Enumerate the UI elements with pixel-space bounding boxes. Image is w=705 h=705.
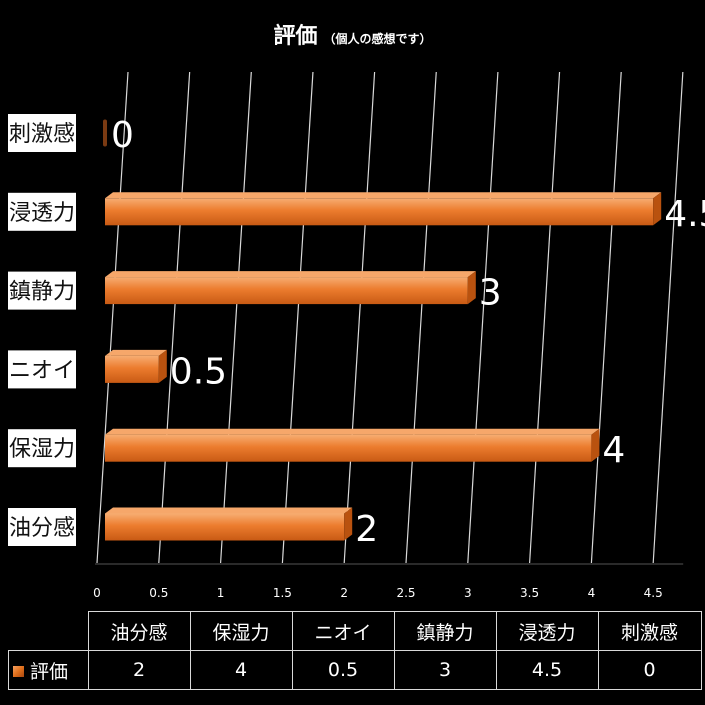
bar-top-face [105, 271, 476, 278]
bar-top-face [105, 428, 600, 435]
bar [103, 119, 107, 147]
category-label-text: 油分感 [9, 516, 75, 541]
data-table-value-cell: 4 [189, 650, 293, 690]
category-label: ニオイ [8, 350, 76, 389]
data-table-header-cell: 油分感 [87, 611, 191, 651]
legend-key-icon [13, 665, 24, 677]
gridline [281, 71, 314, 564]
series-name: 評価 [30, 660, 69, 683]
x-tick-label: 4.5 [644, 586, 663, 600]
category-label-text: 刺激感 [9, 122, 75, 147]
bar [105, 507, 353, 541]
category-label-box [8, 429, 76, 468]
gridline [220, 71, 252, 564]
gridline [158, 71, 191, 564]
x-tick-label: 0.5 [149, 586, 168, 600]
gridline [590, 71, 622, 564]
x-tick-label: 2.5 [396, 586, 415, 600]
x-tick-label: 2 [340, 586, 348, 600]
gridline [343, 71, 376, 564]
category-label-text: 浸透力 [9, 201, 75, 226]
gridline [529, 71, 561, 564]
data-label: 4 [602, 430, 625, 471]
data-table-header-cell: 保湿力 [189, 611, 293, 651]
category-label-box [8, 350, 76, 389]
data-label: 2 [355, 509, 378, 550]
data-table-header-cell: 浸透力 [495, 611, 599, 651]
data-table-value-cell: 2 [87, 650, 191, 690]
bar [105, 192, 662, 226]
x-tick-label: 4 [588, 586, 596, 600]
bar-body [105, 355, 159, 383]
grid-lines [95, 71, 684, 565]
bar-end-face [344, 507, 353, 541]
category-label: 刺激感 [8, 114, 76, 152]
gridline [96, 71, 129, 564]
bar [105, 271, 476, 305]
data-table-header-row: 油分感 保湿力 ニオイ 鎮静力 浸透力 刺激感 [8, 611, 702, 651]
bar-end-face [653, 192, 662, 226]
bar-body [105, 198, 654, 226]
x-tick-label: 0 [93, 586, 101, 600]
x-axis-ticks: 0 0.5 1 1.5 2 2.5 3 3.5 4 4.5 [93, 586, 663, 600]
bars [103, 119, 662, 541]
data-table-header-cell: 刺激感 [597, 611, 702, 651]
category-label: 鎮静力 [8, 271, 76, 310]
bar-body [105, 434, 592, 462]
category-label: 保湿力 [8, 429, 76, 468]
x-tick-label: 1 [217, 586, 225, 600]
category-label: 浸透力 [8, 192, 76, 231]
data-table-corner [8, 611, 89, 651]
data-table-header-cell: 鎮静力 [393, 611, 497, 651]
bar-body [105, 513, 345, 541]
data-table-value-cell: 3 [393, 650, 497, 690]
category-label-box [8, 192, 76, 231]
data-table-value-cell: 0 [597, 650, 702, 690]
x-tick-label: 3 [464, 586, 472, 600]
data-label: 3 [479, 273, 502, 314]
bar [105, 428, 600, 462]
data-label: 4.5 [664, 194, 705, 235]
chart-title: 評価 [273, 24, 318, 49]
gridline [467, 71, 499, 564]
data-label: 0 [111, 115, 134, 156]
bar-top-face [105, 507, 353, 514]
category-label-text: ニオイ [9, 358, 75, 383]
category-label: 油分感 [8, 508, 76, 546]
bar-top-face [105, 349, 167, 356]
bar-body [105, 277, 468, 305]
chart-title-block: 評価 （個人の感想です） [0, 18, 705, 50]
bar-body [103, 119, 107, 147]
category-label-box [8, 114, 76, 152]
bar-end-face [591, 428, 600, 462]
data-table-value-cell: 4.5 [495, 650, 599, 690]
x-tick-label: 1.5 [273, 586, 292, 600]
gridline [405, 71, 437, 564]
category-label-box [8, 508, 76, 546]
data-label: 0.5 [170, 351, 227, 392]
bar-end-face [467, 271, 476, 305]
data-table-value-cell: 0.5 [291, 650, 395, 690]
data-labels: 2 4 0.5 3 4.5 0 [111, 115, 705, 550]
category-labels: 油分感 保湿力 ニオイ 鎮静力 浸透力 刺激感 [8, 114, 76, 546]
data-table-series-row: 評価 2 4 0.5 3 4.5 0 [8, 650, 702, 690]
data-table-series-label: 評価 [8, 650, 89, 690]
bar-end-face [158, 349, 167, 383]
chart-subtitle: （個人の感想です） [323, 32, 432, 46]
gridline [652, 71, 684, 564]
bar [105, 349, 167, 383]
data-table-header-cell: ニオイ [291, 611, 395, 651]
category-label-box [8, 271, 76, 310]
bar-top-face [105, 192, 662, 199]
category-label-text: 鎮静力 [9, 280, 75, 305]
data-table: 油分感 保湿力 ニオイ 鎮静力 浸透力 刺激感 評価 2 4 0.5 3 4.5 0 [8, 611, 702, 690]
x-tick-label: 3.5 [520, 586, 539, 600]
category-label-text: 保湿力 [9, 437, 75, 462]
